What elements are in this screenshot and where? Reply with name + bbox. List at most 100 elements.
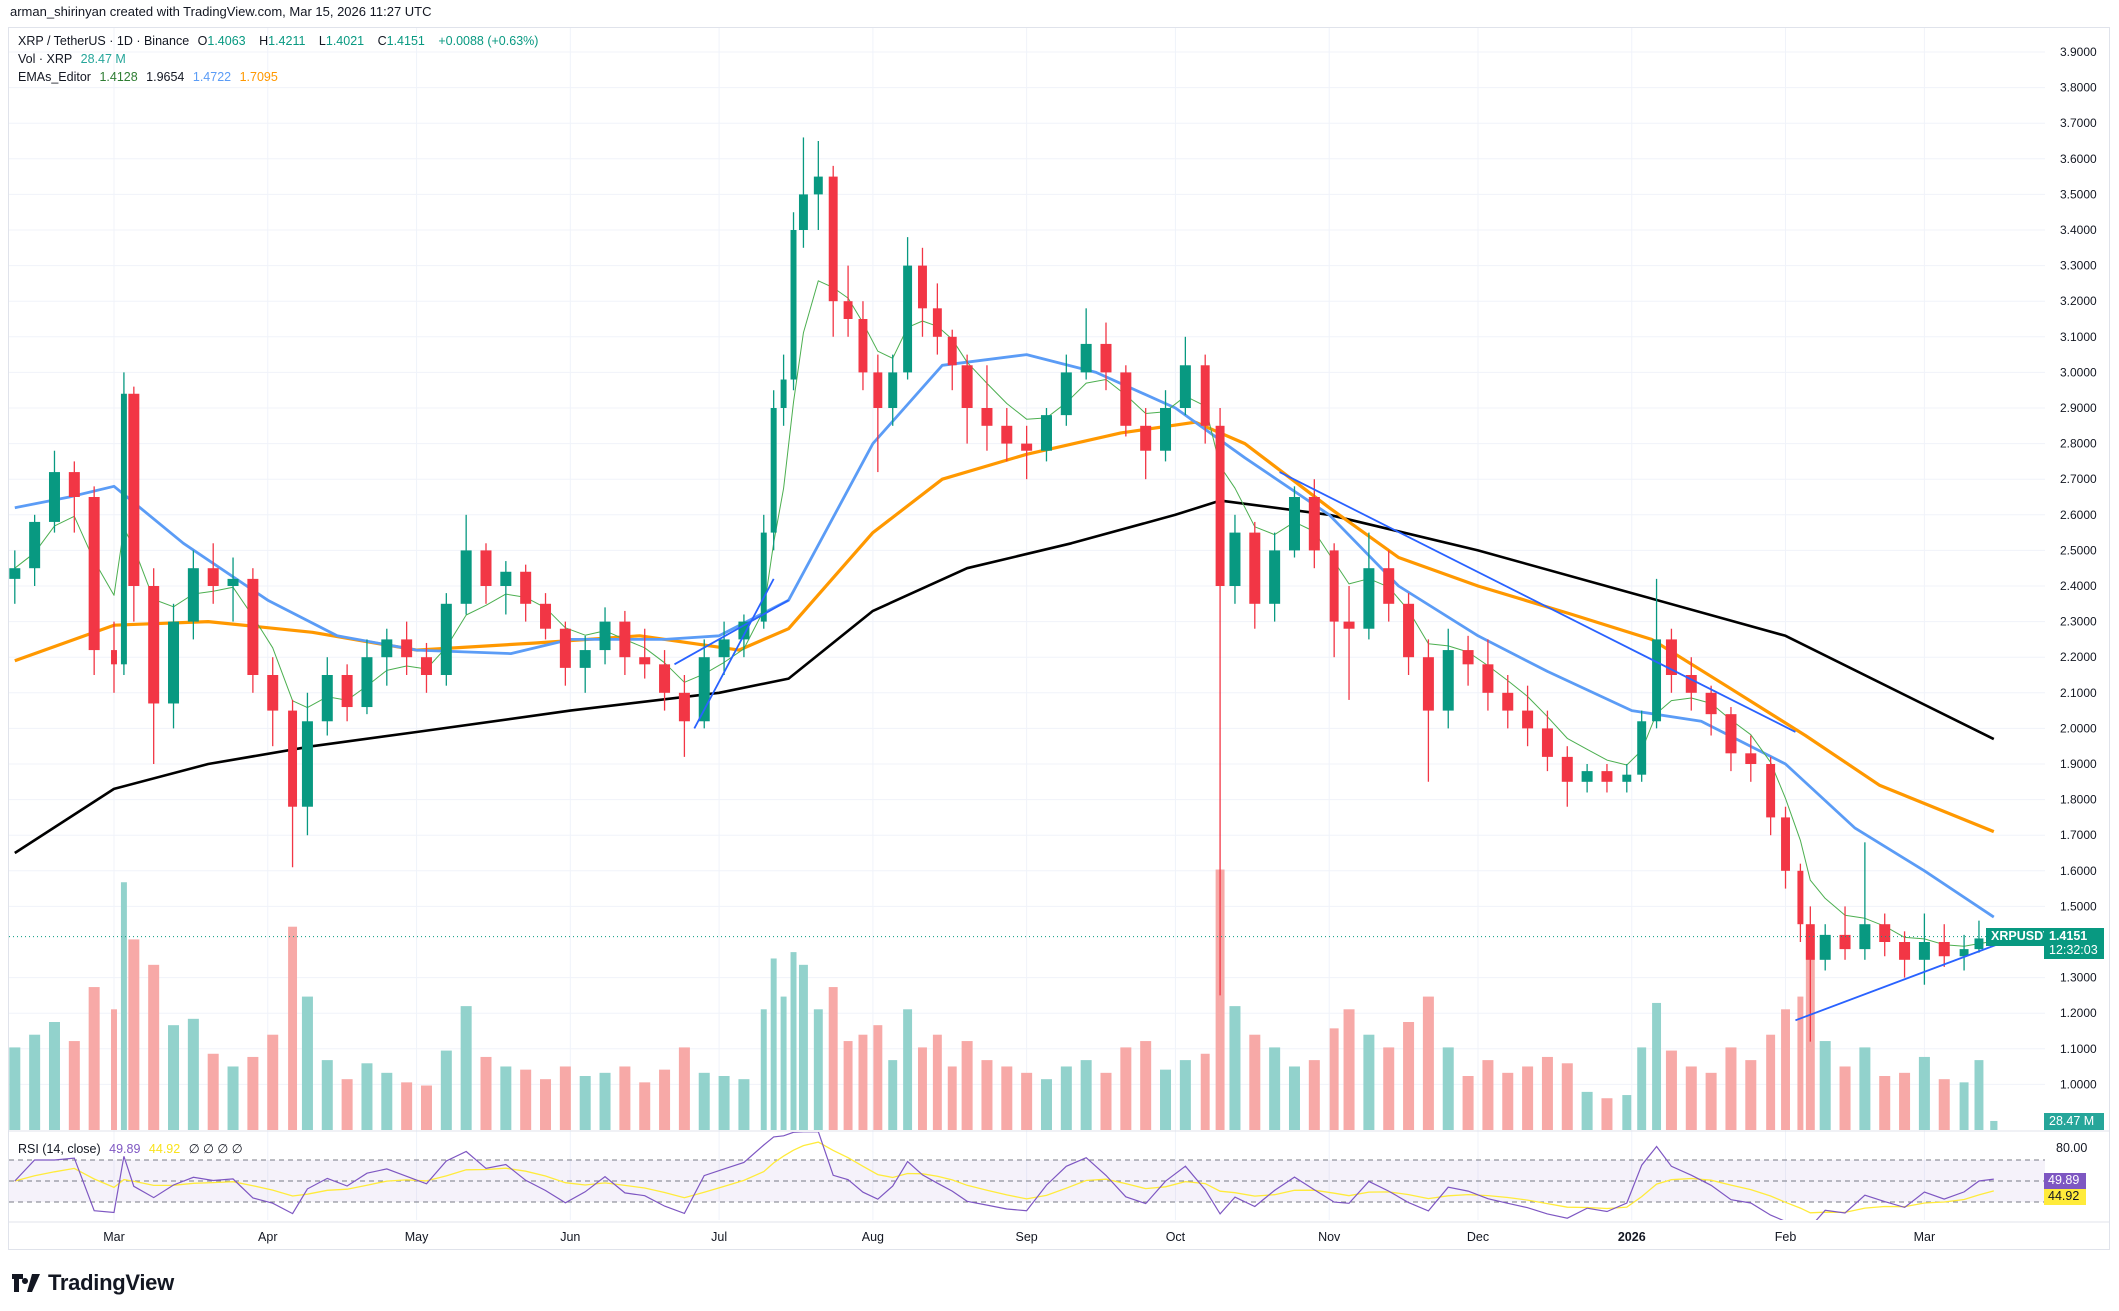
candle-body: [1839, 934, 1851, 950]
ema-lines: [14, 280, 1995, 947]
candle-body: [1705, 692, 1717, 715]
time-tick-label: Jul: [711, 1230, 727, 1244]
candle-body: [1329, 550, 1339, 622]
price-tick-label: 2.8000: [2060, 437, 2097, 451]
price-tag: 1.4151 12:32:03: [2044, 928, 2104, 959]
volume-bar: [1766, 1034, 1776, 1130]
candle-body: [760, 532, 767, 622]
volume-bar: [873, 1025, 883, 1130]
volume-bar: [1229, 1006, 1241, 1130]
volume-bar: [227, 1066, 239, 1130]
volume-bar: [1561, 1063, 1573, 1130]
volume-bar: [1462, 1076, 1474, 1130]
time-tick-label: Sep: [1016, 1230, 1038, 1244]
volume-bar: [1383, 1047, 1395, 1130]
candle-body: [1959, 949, 1969, 957]
rsi-ma-line: [14, 1141, 1994, 1214]
candle-body: [1725, 714, 1737, 754]
volume-bar: [1541, 1056, 1553, 1130]
candle-body: [168, 621, 180, 704]
volume-bar: [947, 1066, 957, 1130]
ema-label[interactable]: EMAs_Editor: [18, 70, 91, 84]
high-label: H: [259, 34, 269, 48]
volume-bar: [1990, 1120, 1998, 1130]
volume-bar: [440, 1050, 452, 1130]
candle-body: [1482, 664, 1494, 693]
rsi-pane: [9, 1132, 2045, 1220]
volume-bar: [267, 1034, 279, 1130]
volume-bar: [1725, 1047, 1737, 1130]
chart-credit: arman_shirinyan created with TradingView…: [10, 4, 432, 19]
volume-bar: [1060, 1066, 1072, 1130]
volume-bar: [932, 1034, 942, 1130]
volume-bar: [1637, 1047, 1647, 1130]
time-tick-label: Aug: [862, 1230, 884, 1244]
legend-rsi-row: RSI (14, close) 49.89 44.92 ∅ ∅ ∅ ∅: [18, 1141, 248, 1156]
candle-body: [1229, 532, 1241, 586]
candle-body: [1060, 372, 1072, 416]
volume-bar: [981, 1060, 993, 1130]
rsi-label[interactable]: RSI (14, close): [18, 1142, 101, 1156]
trendlines[interactable]: [674, 471, 2005, 1022]
candle-body: [813, 176, 823, 195]
volume-tag: 28.47 M: [2044, 1113, 2104, 1130]
volume-bar: [1288, 1066, 1300, 1130]
high-value: 1.4211: [268, 34, 306, 48]
last-price: 1.4151: [2049, 929, 2088, 943]
price-tick-label: 2.4000: [2060, 579, 2097, 593]
candle-body: [718, 639, 730, 658]
change-value: +0.0088 (+0.63%): [438, 34, 539, 48]
price-tick-label: 1.7000: [2060, 828, 2097, 842]
tradingview-logo[interactable]: TradingView: [12, 1270, 174, 1296]
volume-bar: [520, 1069, 532, 1130]
volume-bar: [770, 958, 777, 1130]
volume-bar: [1601, 1098, 1613, 1130]
volume-bar: [1502, 1072, 1514, 1130]
candle-body: [480, 550, 492, 586]
volume-bar: [321, 1060, 333, 1130]
time-tick-label: Apr: [258, 1230, 277, 1244]
price-tick-label: 1.5000: [2060, 899, 2097, 913]
candle-body: [1422, 657, 1434, 711]
volume-bar: [780, 996, 787, 1130]
candle-body: [1080, 343, 1092, 373]
volume-bar: [460, 1006, 472, 1130]
candle-body: [1522, 710, 1534, 729]
volume-bar: [1622, 1095, 1632, 1130]
volume-bar: [659, 1069, 671, 1130]
candle-body: [1502, 692, 1514, 711]
volume-bar: [678, 1047, 690, 1130]
candle-body: [1541, 728, 1553, 757]
symbol-tag: XRPUSDT: [1986, 928, 2056, 946]
volume-bar: [1343, 1009, 1355, 1130]
candle-body: [420, 657, 432, 675]
candle-body: [619, 621, 631, 658]
price-tick-label: 3.0000: [2060, 365, 2097, 379]
chart-frame: [8, 27, 2110, 1250]
rsi-tag: 49.89: [2044, 1173, 2086, 1189]
volume-bar: [1685, 1066, 1697, 1130]
candle-body: [1179, 365, 1191, 408]
rsi-extra-values: ∅ ∅ ∅ ∅: [188, 1142, 243, 1156]
volume-bar: [843, 1041, 853, 1130]
time-tick-label: Mar: [103, 1230, 125, 1244]
volume-bar: [918, 1047, 927, 1130]
volume-label[interactable]: Vol · XRP: [18, 52, 73, 66]
candle-body: [1462, 650, 1474, 665]
bar-countdown: 12:32:03: [2049, 943, 2098, 957]
time-tick-label: 2026: [1618, 1230, 1646, 1244]
candle-body: [1160, 408, 1172, 451]
candle-body: [1249, 532, 1261, 604]
volume-bar: [48, 1022, 60, 1130]
candle-body: [1665, 639, 1677, 675]
candle-body: [1859, 924, 1871, 950]
candle-body: [918, 265, 927, 309]
rsi-value: 49.89: [109, 1142, 141, 1156]
candle-body: [903, 265, 913, 373]
volume-bar: [579, 1076, 591, 1130]
candle-body: [341, 675, 353, 708]
volume-bar: [1329, 1028, 1339, 1130]
legend-symbol[interactable]: XRP / TetherUS · 1D · Binance: [18, 34, 190, 48]
candle-body: [843, 301, 853, 319]
